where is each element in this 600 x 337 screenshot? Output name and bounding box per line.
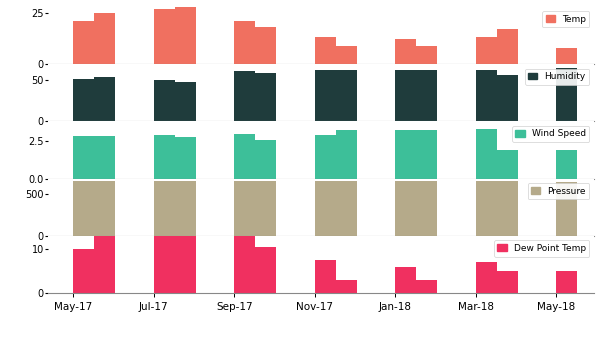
Bar [234, 236, 255, 293]
Bar [416, 130, 437, 179]
Bar [255, 247, 276, 293]
Bar [73, 136, 94, 179]
Bar [154, 181, 175, 236]
Bar [335, 45, 356, 64]
Bar [556, 150, 577, 179]
Bar [476, 129, 497, 179]
Bar [497, 150, 518, 179]
Bar [395, 39, 416, 64]
Bar [497, 271, 518, 293]
Legend: Temp: Temp [542, 11, 589, 28]
Legend: Wind Speed: Wind Speed [512, 126, 589, 142]
Bar [395, 267, 416, 293]
Bar [556, 182, 577, 236]
Bar [94, 136, 115, 179]
Bar [154, 236, 175, 293]
Bar [154, 80, 175, 121]
Bar [315, 181, 335, 236]
Bar [234, 134, 255, 179]
Bar [255, 140, 276, 179]
Bar [416, 280, 437, 293]
Bar [94, 77, 115, 121]
Bar [154, 9, 175, 64]
Legend: Dew Point Temp: Dew Point Temp [494, 240, 589, 257]
Bar [395, 70, 416, 121]
Bar [315, 260, 335, 293]
Bar [175, 82, 196, 121]
Bar [476, 262, 497, 293]
Bar [315, 70, 335, 121]
Bar [234, 71, 255, 121]
Bar [556, 68, 577, 121]
Legend: Pressure: Pressure [527, 183, 589, 200]
Bar [335, 70, 356, 121]
Bar [497, 75, 518, 121]
Bar [497, 29, 518, 64]
Bar [335, 181, 356, 236]
Bar [255, 27, 276, 64]
Bar [73, 181, 94, 236]
Bar [175, 7, 196, 64]
Bar [416, 70, 437, 121]
Bar [335, 130, 356, 179]
Bar [94, 181, 115, 236]
Bar [315, 37, 335, 64]
Bar [416, 181, 437, 236]
Bar [175, 181, 196, 236]
Bar [154, 135, 175, 179]
Bar [73, 21, 94, 64]
Bar [94, 13, 115, 64]
Bar [476, 181, 497, 236]
Bar [497, 181, 518, 236]
Bar [476, 70, 497, 121]
Bar [175, 137, 196, 179]
Legend: Humidity: Humidity [525, 68, 589, 85]
Bar [234, 21, 255, 64]
Bar [73, 79, 94, 121]
Bar [395, 181, 416, 236]
Bar [175, 236, 196, 293]
Bar [416, 45, 437, 64]
Bar [234, 181, 255, 236]
Bar [94, 236, 115, 293]
Bar [315, 135, 335, 179]
Bar [476, 37, 497, 64]
Bar [556, 271, 577, 293]
Bar [255, 73, 276, 121]
Bar [395, 130, 416, 179]
Bar [73, 249, 94, 293]
Bar [255, 181, 276, 236]
Bar [335, 280, 356, 293]
Bar [556, 48, 577, 64]
